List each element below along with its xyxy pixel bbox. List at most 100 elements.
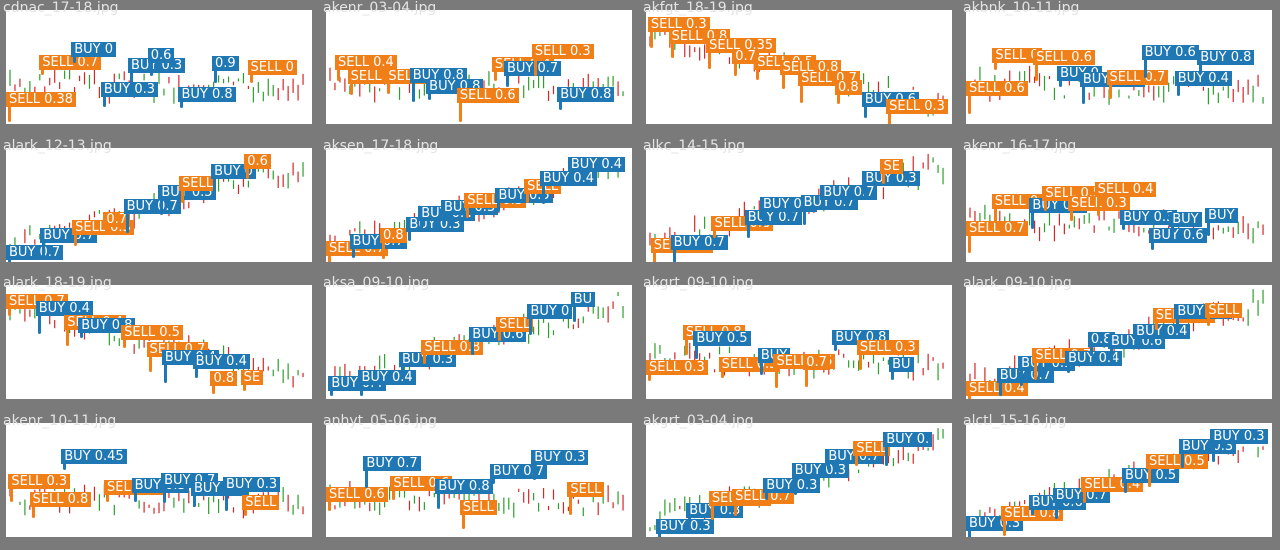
buy-signal-label: BUY 0.3: [398, 352, 457, 368]
sell-signal-label: SELL: [179, 175, 216, 191]
sell-marker: [337, 66, 341, 82]
buy-marker: [1020, 367, 1024, 386]
sell-signal-label: SELL 0.7: [39, 54, 102, 70]
sell-signal-label: SELL 0.3: [531, 43, 594, 59]
buy-signal-label: BUY 0.5: [693, 331, 751, 347]
sell-signal-label: SELL 0.6: [1033, 49, 1095, 65]
sell-marker: [713, 228, 717, 238]
sell-marker: [1147, 465, 1151, 488]
buy-marker: [491, 475, 495, 484]
thumbnail-filename: akfgt_18-19.jpg: [643, 0, 753, 16]
sell-signal-label: SELL 0.5: [1145, 453, 1208, 469]
buy-marker: [802, 207, 806, 226]
buy-marker: [149, 59, 153, 77]
sell-marker: [775, 366, 779, 389]
buy-marker: [497, 199, 501, 212]
buy-marker: [1207, 220, 1211, 237]
buy-marker: [559, 99, 563, 111]
buy-signal-label: BUY 0.4: [567, 156, 626, 172]
sell-marker: [1034, 360, 1038, 380]
buy-marker: [688, 514, 692, 525]
sell-marker: [1096, 194, 1100, 217]
chart-thumbnail[interactable]: cdnac_17-18.jpg SELL 0.38 SELL 0.7 BUY 0 BUY…: [0, 0, 320, 138]
chart-thumbnail[interactable]: akfgt_18-19.jpg SELL 0.3 SELL 0.8 SELL 0.35…: [640, 0, 960, 138]
sell-signal-label: SELL: [459, 499, 497, 515]
buy-marker: [80, 329, 84, 339]
buy-marker: [192, 492, 196, 507]
buy-marker: [125, 211, 129, 233]
buy-marker: [998, 380, 1002, 396]
buy-marker: [365, 468, 369, 488]
chart-thumbnail[interactable]: aksa_09-10.jpg BUY 0.4 BUY 0.4 BUY 0.3 SELL …: [320, 275, 640, 413]
sell-marker: [968, 392, 971, 399]
buy-marker: [863, 103, 867, 119]
chart-thumbnail[interactable]: akenr_16-17.jpg SELL 0.7 SELL 0.6 BUY 0.7 SE…: [960, 137, 1280, 275]
sell-marker: [526, 190, 530, 204]
sell-marker: [8, 103, 11, 122]
sell-marker: [466, 204, 470, 218]
sell-marker: [710, 502, 714, 521]
buy-marker: [759, 359, 763, 375]
buy-signal-label: BUY 0.7: [820, 185, 878, 201]
sell-marker: [498, 328, 502, 341]
chart-thumbnail[interactable]: akenr_10-11.jpg SELL 0.3 SELL 0.8 BUY 0.45 S…: [0, 412, 320, 550]
buy-marker: [214, 68, 218, 84]
buy-marker: [1123, 479, 1127, 493]
sell-marker: [1154, 320, 1158, 330]
buy-marker: [765, 489, 769, 500]
buy-signal-label: BUY: [1205, 208, 1238, 224]
chart-thumbnail[interactable]: akbnk_10-11.jpg SELL 0.6 SELL 0 SELL 0.6 BUY…: [960, 0, 1280, 138]
sell-marker: [105, 224, 109, 233]
price-plot: BUY 0.4 BUY 0.4 BUY 0.3 SELL 0.8 BUY 0.6 SELL…: [326, 285, 632, 399]
sell-marker: [734, 500, 738, 517]
buy-signal-label: 0.6: [147, 47, 175, 63]
buy-signal-label: BUY 0.3: [100, 81, 159, 97]
sell-marker: [74, 231, 78, 246]
buy-marker: [73, 54, 77, 63]
sell-signal-label: SE: [880, 159, 903, 175]
sell-marker: [836, 91, 840, 104]
sell-marker: [882, 171, 886, 184]
sell-marker: [328, 253, 331, 262]
buy-marker: [1067, 362, 1071, 374]
chart-thumbnail[interactable]: anhyt_05-06.jpg SELL 0.6 BUY 0.7 SELL 0.6 BU…: [320, 412, 640, 550]
sell-marker: [684, 337, 688, 356]
buy-marker: [360, 381, 364, 397]
buy-marker: [37, 313, 41, 334]
buy-marker: [1176, 82, 1180, 96]
sell-marker: [181, 187, 185, 204]
chart-thumbnail[interactable]: alark_09-10.jpg SELL 0.4 BUY 0.7 BUY 0.3 SEL…: [960, 275, 1280, 413]
buy-marker: [163, 361, 167, 384]
sell-signal-label: SELL 0.6: [456, 88, 519, 104]
sell-signal-label: 0.8: [379, 227, 407, 243]
sell-marker: [1003, 518, 1007, 536]
sell-marker: [648, 372, 651, 382]
sell-marker: [381, 239, 385, 259]
sell-marker: [993, 206, 997, 223]
buy-marker: [695, 343, 699, 359]
sell-marker: [756, 66, 760, 80]
buy-signal-label: BUY 0.4: [358, 369, 416, 385]
sell-marker: [41, 66, 45, 76]
sell-signal-label: SELL 0.3: [647, 17, 710, 33]
buy-marker: [163, 485, 167, 503]
thumbnail-filename: alkc_14-15.jpg: [643, 137, 746, 154]
buy-signal-label: BUY 0.3: [656, 519, 714, 535]
sell-marker: [649, 29, 653, 48]
sell-marker: [212, 382, 216, 394]
buy-signal-label: BU: [889, 356, 914, 372]
price-candles: [969, 65, 1264, 105]
buy-marker: [541, 182, 545, 204]
chart-thumbnail[interactable]: aksen_17-18.jpg SELL 0.7 BUY 0.7 0.8 BUY 0.3…: [320, 137, 640, 275]
thumbnail-filename: alark_12-13.jpg: [3, 137, 112, 154]
